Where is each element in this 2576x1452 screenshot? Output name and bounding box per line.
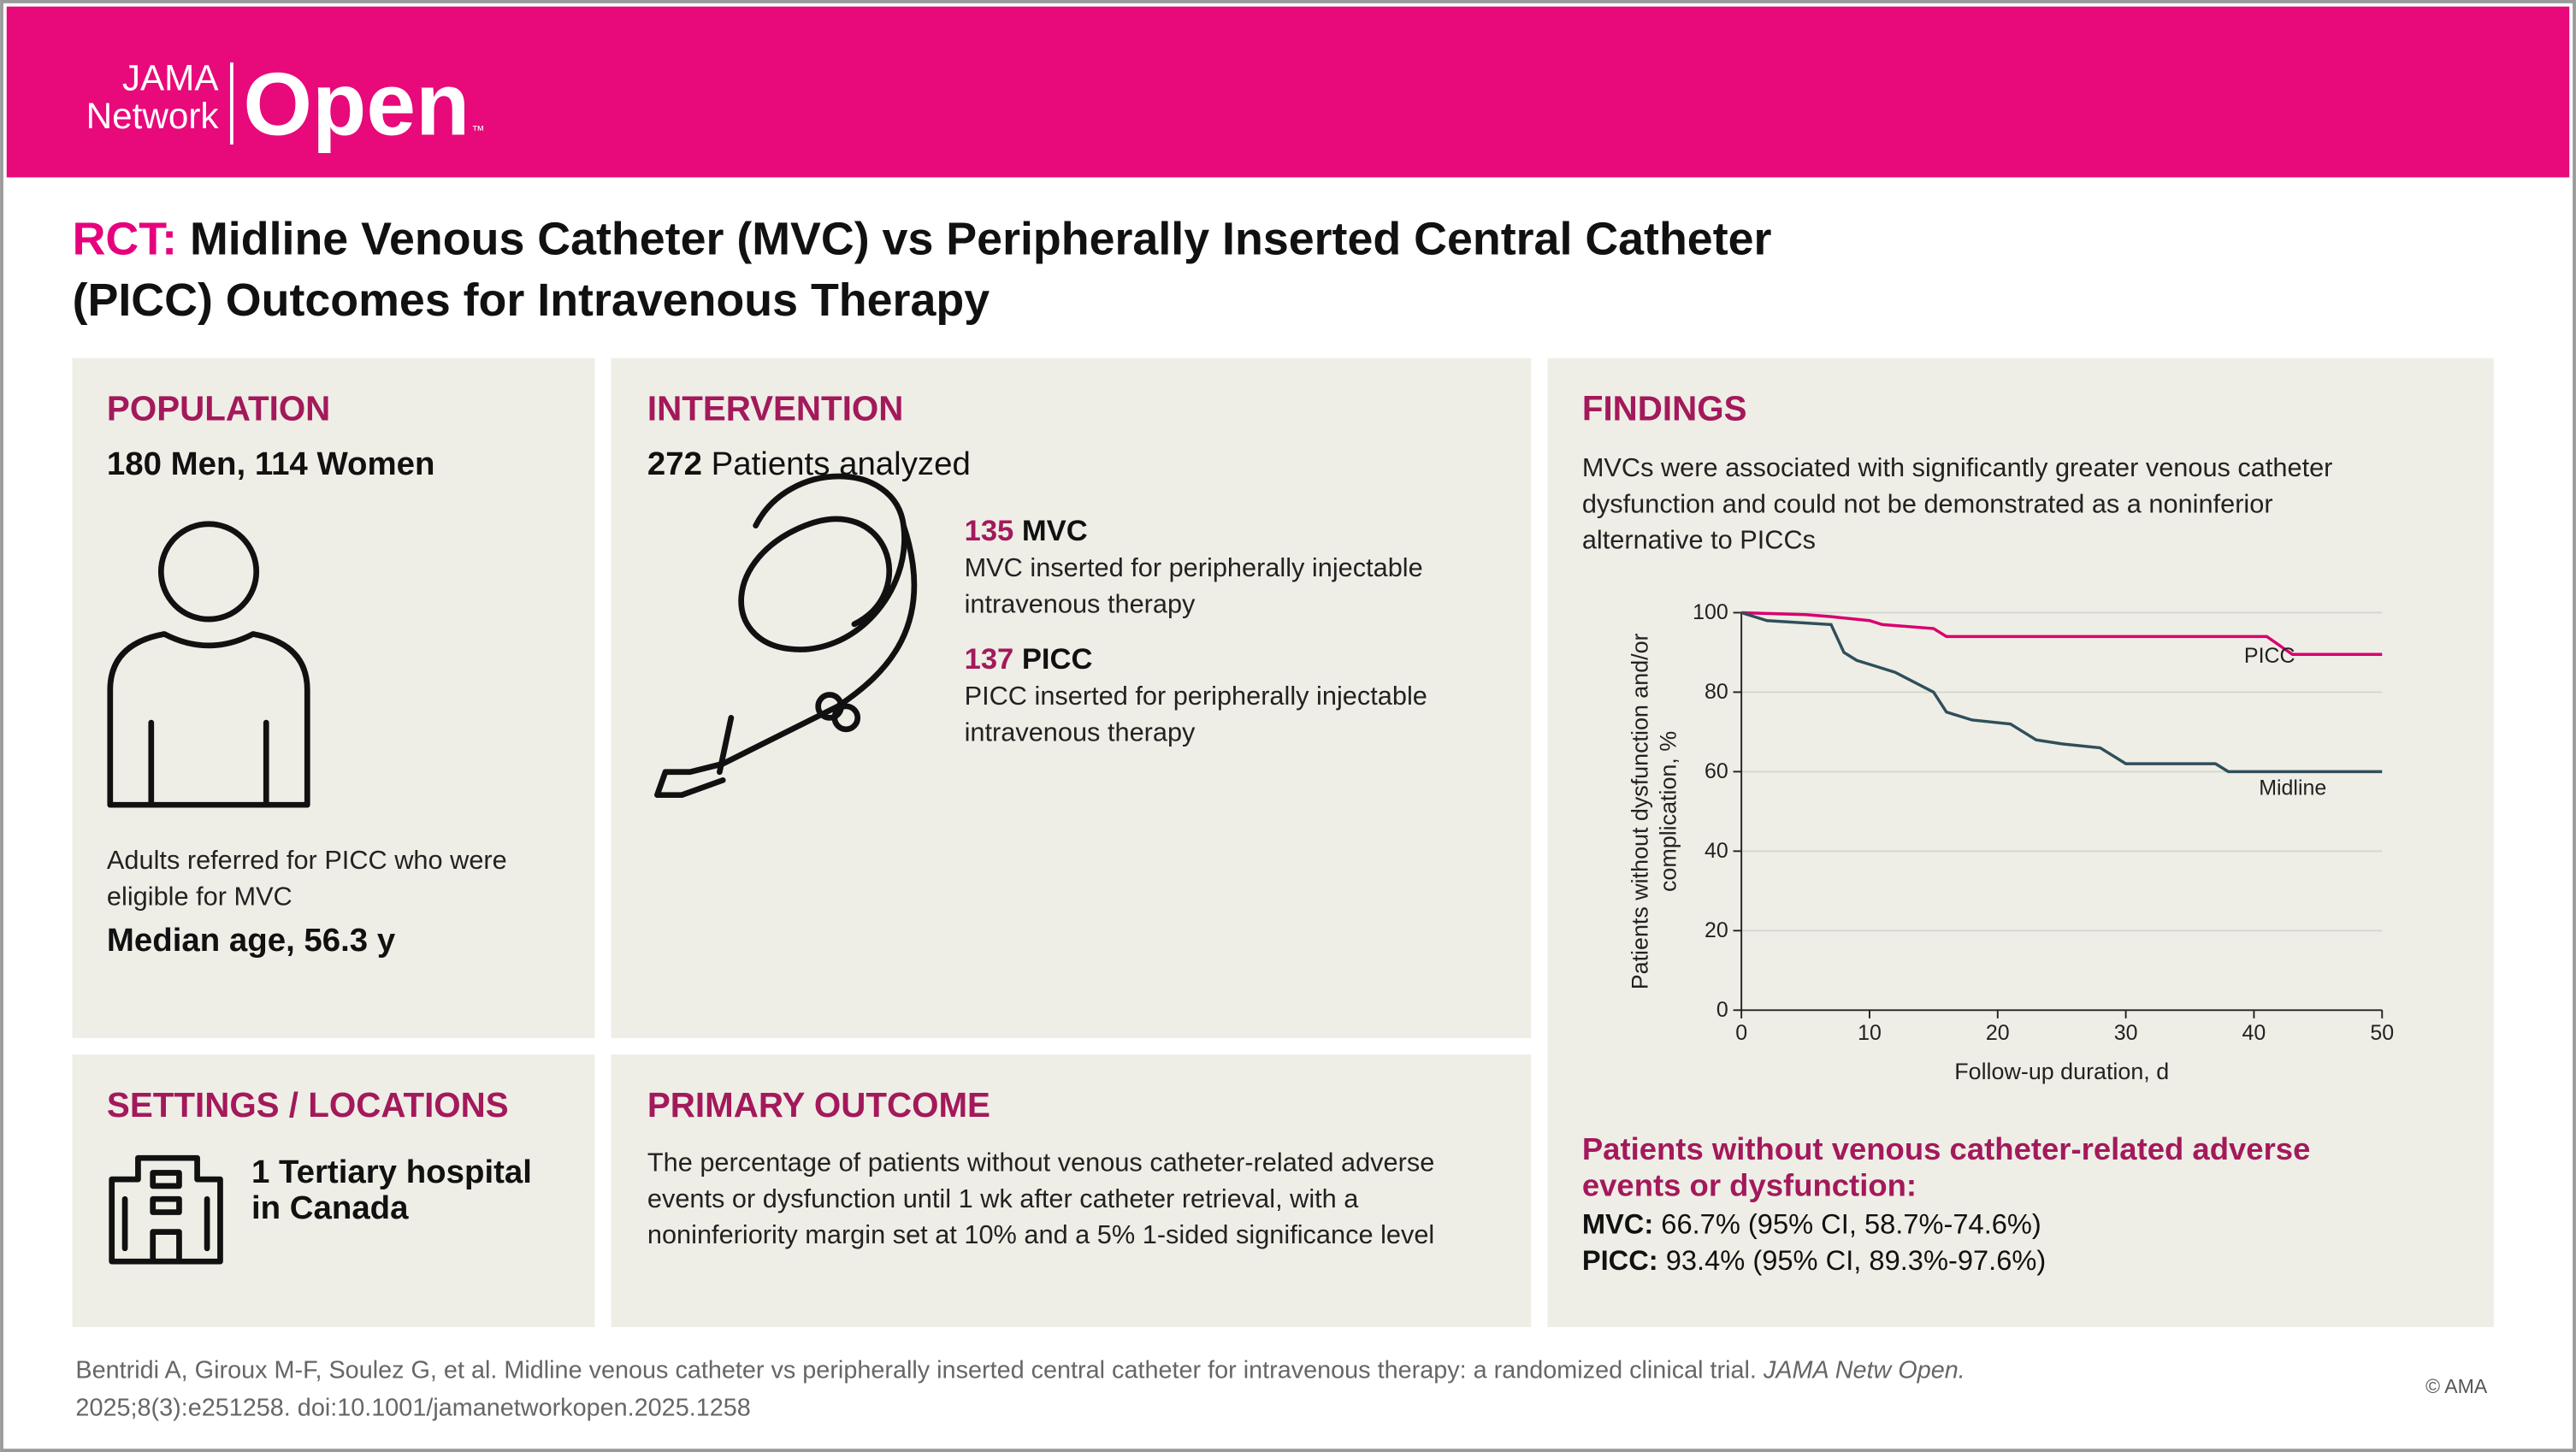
outcome-text: events or dysfunction until 1 wk after c…: [647, 1183, 1359, 1213]
y-tick-label: 20: [1705, 918, 1728, 942]
count-number: 272: [647, 446, 702, 482]
median-age: Median age, 56.3 y: [107, 922, 396, 959]
y-axis-label: complication, %: [1655, 731, 1681, 892]
group-description: PICC inserted for peripherally injectabl…: [965, 681, 1427, 711]
y-tick-label: 40: [1705, 839, 1728, 863]
result-heading: events or dysfunction:: [1582, 1167, 1917, 1202]
result-label: MVC:: [1582, 1208, 1653, 1240]
logo-open: Open: [243, 55, 470, 154]
group-number: 135: [965, 515, 1014, 547]
title-line: RCT: Midline Venous Catheter (MVC) vs Pe…: [73, 214, 1772, 265]
group-title: 137 PICC: [965, 643, 1093, 676]
result-text: 66.7% (95% CI, 58.7%-74.6%): [1661, 1208, 2041, 1240]
result-label: PICC:: [1582, 1244, 1658, 1276]
y-tick-label: 60: [1705, 759, 1728, 783]
x-tick-label: 30: [2114, 1021, 2138, 1045]
logo-jama: JAMA: [122, 58, 220, 98]
description: Adults referred for PICC who were: [107, 845, 507, 875]
intervention-box: [611, 357, 1532, 1038]
series-label: Midline: [2259, 776, 2326, 800]
outcome-box: [611, 1054, 1532, 1328]
x-tick-label: 20: [1986, 1021, 2010, 1045]
findings-text: MVCs were associated with significantly …: [1582, 452, 2333, 482]
person-icon: [107, 521, 310, 808]
findings-text: dysfunction and could not be demonstrate…: [1582, 488, 2273, 518]
title-text: Midline Venous Catheter (MVC) vs Periphe…: [190, 214, 1772, 265]
subheading: 180 Men, 114 Women: [107, 446, 435, 482]
population-box: [72, 357, 595, 1038]
series-line: [1740, 611, 2383, 774]
header-bar: [6, 6, 2570, 178]
heading: FINDINGS: [1582, 389, 1747, 428]
citation: 2025;8(3):e251258. doi:10.1001/jamanetwo…: [75, 1395, 750, 1422]
title-line: (PICC) Outcomes for Intravenous Therapy: [73, 274, 990, 326]
outcome-text: The percentage of patients without venou…: [647, 1148, 1434, 1178]
citation-text: Bentridi A, Giroux M-F, Soulez G, et al.…: [75, 1357, 1757, 1384]
group-name: PICC: [1022, 643, 1093, 676]
heading: PRIMARY OUTCOME: [647, 1085, 990, 1124]
y-tick-label: 80: [1705, 680, 1728, 704]
group-title: 135 MVC: [965, 515, 1088, 547]
logo-network: Network: [86, 96, 220, 136]
chart: 0 20 40 60 80 100 0 10 20 30 40 50 Follow-up duratio…: [1628, 600, 2394, 1084]
title-label: RCT:: [73, 214, 177, 265]
building-icon: [109, 1154, 223, 1265]
group-name: MVC: [1022, 515, 1088, 547]
settings-text: 1 Tertiary hospital: [251, 1154, 532, 1190]
y-tick-label: 100: [1693, 600, 1728, 624]
series-line: [1741, 611, 2383, 657]
result-text: 93.4% (95% CI, 89.3%-97.6%): [1666, 1244, 2047, 1276]
findings-box: [1547, 357, 2494, 1328]
group-number: 137: [965, 643, 1014, 676]
series-label: PICC: [2244, 644, 2295, 668]
group-description: intravenous therapy: [965, 588, 1196, 618]
y-axis-label: Patients without dysfunction and/or: [1628, 633, 1653, 989]
heading: POPULATION: [107, 389, 330, 428]
count: 272 Patients analyzed: [647, 446, 971, 482]
description: eligible for MVC: [107, 881, 292, 911]
settings-text: in Canada: [251, 1189, 409, 1226]
x-tick-label: 0: [1735, 1021, 1747, 1045]
heading: SETTINGS / LOCATIONS: [107, 1085, 509, 1124]
result-heading: Patients without venous catheter-related…: [1582, 1131, 2311, 1166]
x-tick-label: 50: [2370, 1021, 2394, 1045]
result: PICC: 93.4% (95% CI, 89.3%-97.6%): [1582, 1244, 2046, 1276]
group-description: MVC inserted for peripherally injectable: [965, 552, 1423, 582]
x-axis-label: Follow-up duration, d: [1954, 1059, 2169, 1084]
copyright: © AMA: [2425, 1375, 2488, 1397]
y-tick-label: 0: [1716, 998, 1728, 1022]
settings-box: [72, 1054, 595, 1328]
logo-tm: ™: [471, 124, 484, 139]
x-tick-label: 40: [2242, 1021, 2266, 1045]
heading: INTERVENTION: [647, 389, 904, 428]
group-description: intravenous therapy: [965, 717, 1196, 747]
findings-text: alternative to PICCs: [1582, 525, 1816, 555]
citation: Bentridi A, Giroux M-F, Soulez G, et al.…: [75, 1357, 1964, 1384]
catheter-icon: [654, 473, 918, 799]
x-tick-label: 10: [1858, 1021, 1882, 1045]
citation-journal: JAMA Netw Open.: [1763, 1357, 1965, 1384]
outcome-text: noninferiority margin set at 10% and a 5…: [647, 1219, 1434, 1249]
result: MVC: 66.7% (95% CI, 58.7%-74.6%): [1582, 1208, 2041, 1240]
